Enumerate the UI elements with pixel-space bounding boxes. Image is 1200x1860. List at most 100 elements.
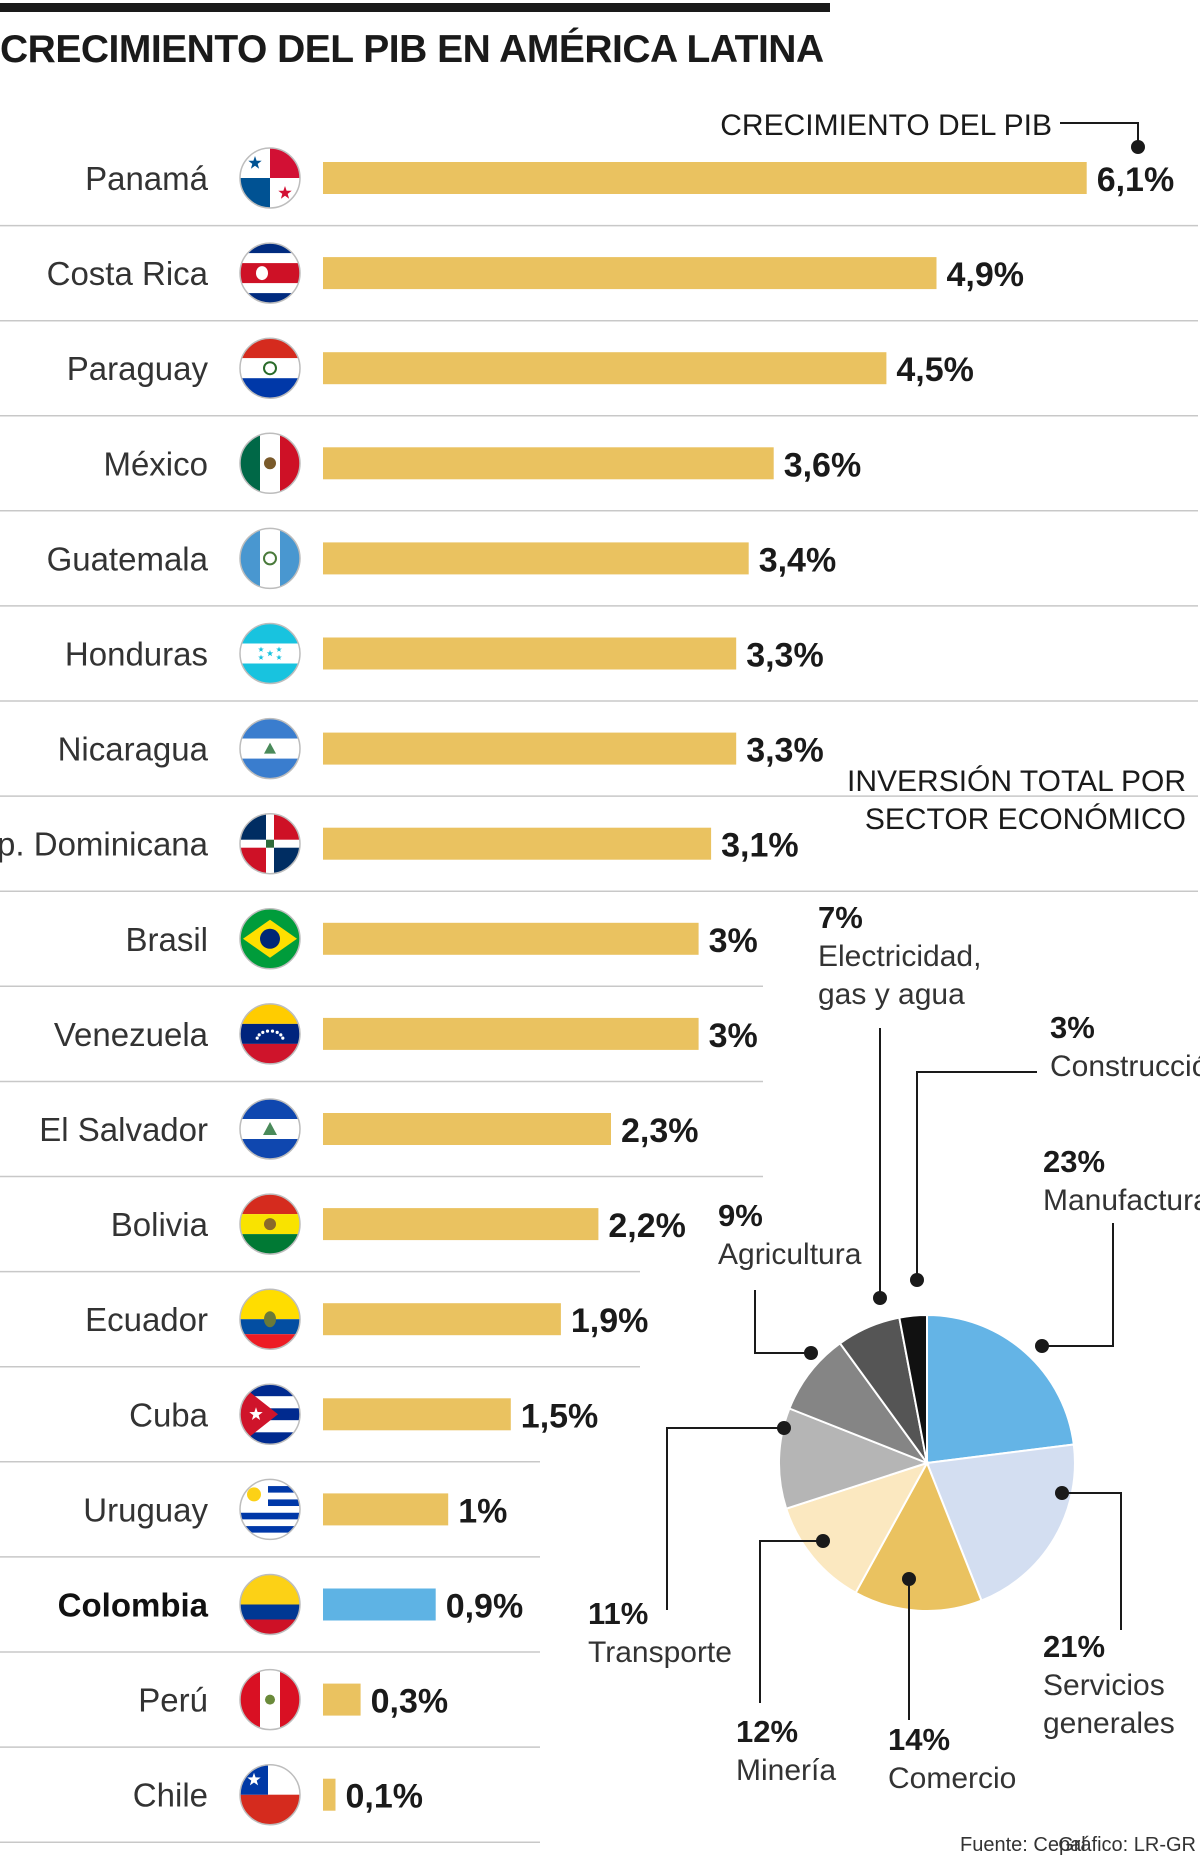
bar-row: Bolivia 2,2% <box>111 1193 686 1255</box>
legend-leader <box>1060 122 1139 143</box>
pie-title-line-1: INVERSIÓN TOTAL POR <box>847 765 1186 798</box>
country-label: Honduras <box>65 636 208 673</box>
bar-row: Uruguay 1% <box>83 1478 507 1541</box>
country-label: Guatemala <box>47 540 209 577</box>
leader-dot <box>777 1421 791 1435</box>
brazil-flag-icon <box>239 908 301 970</box>
bar <box>323 1398 511 1431</box>
bar-row: Chile 0,1% <box>133 1763 423 1826</box>
value-label: 2,3% <box>621 1112 699 1150</box>
bar <box>323 1683 361 1716</box>
slice-percent: 11% <box>588 1596 648 1631</box>
leader-line <box>1062 1492 1122 1630</box>
legend-label: CRECIMIENTO DEL PIB <box>720 109 1052 142</box>
uruguay-flag-icon <box>239 1478 301 1541</box>
country-label: Panamá <box>85 160 209 197</box>
bar-row: Guatemala 3,4% <box>47 527 837 590</box>
el-salvador-flag-icon <box>239 1098 301 1160</box>
country-label: Chile <box>133 1777 208 1814</box>
gdp-bar-chart: CRECIMIENTO DEL PIB Panamá 6,1% Costa Rica… <box>0 109 1198 1843</box>
slice-percent: 3% <box>1050 1010 1095 1045</box>
pie-slice <box>926 1313 1075 1465</box>
slice-label: Agricultura <box>718 1238 862 1271</box>
value-label: 3,4% <box>759 541 837 579</box>
slice-label: Minería <box>736 1754 836 1787</box>
slice-percent: 7% <box>818 900 863 935</box>
leader-line <box>666 1427 784 1610</box>
leader-line <box>754 1290 811 1354</box>
bar-row: México 3,6% <box>103 432 861 495</box>
pie-slice <box>777 1407 930 1510</box>
peru-flag-icon <box>239 1668 301 1731</box>
value-label: 4,5% <box>896 351 974 389</box>
slice-label: Comercio <box>888 1762 1016 1795</box>
country-label: Cuba <box>129 1396 209 1433</box>
leader-dot <box>873 1291 887 1305</box>
leader-line <box>1042 1223 1114 1347</box>
chile-flag-icon <box>239 1763 301 1826</box>
leader-dot <box>910 1273 924 1287</box>
source-text: Fuente: Cepal <box>960 1834 1086 1856</box>
pie-slice <box>925 1443 1076 1602</box>
cuba-flag-icon <box>239 1383 301 1446</box>
pie-title-line-2: SECTOR ECONÓMICO <box>865 803 1186 836</box>
pie-label-group: 7% Electricidad, gas y agua <box>818 900 981 1305</box>
bar-row: Colombia 0,9% <box>58 1573 523 1636</box>
value-label: 3,3% <box>746 732 824 770</box>
pie-slice <box>784 1461 930 1595</box>
honduras-flag-icon <box>239 622 301 685</box>
credit-text: Gráfico: LR-GR <box>1058 1834 1196 1856</box>
slice-percent: 23% <box>1043 1144 1105 1179</box>
bar <box>323 1303 561 1336</box>
pie-label-group: 23% Manufactura <box>1035 1144 1200 1353</box>
mexico-flag-icon <box>239 432 301 495</box>
bar <box>323 1208 599 1241</box>
venezuela-flag-icon <box>239 1003 301 1065</box>
bar <box>323 447 774 480</box>
bar-row: Venezuela 3% <box>54 1003 758 1065</box>
bar-row: Honduras 3,3% <box>65 622 824 685</box>
pie-slice <box>898 1313 928 1464</box>
country-label: El Salvador <box>39 1111 208 1148</box>
pie-label-group: 11% Transporte <box>588 1421 791 1669</box>
country-label: Venezuela <box>54 1016 209 1053</box>
bolivia-flag-icon <box>239 1193 301 1255</box>
pie-slice <box>788 1341 930 1466</box>
pie-label-group: 3% Construcción <box>910 1010 1200 1287</box>
dominican-republic-flag-icon <box>239 812 301 875</box>
value-label: 6,1% <box>1097 161 1175 199</box>
bar-row: Cuba 1,5% <box>129 1383 599 1446</box>
value-label: 3,3% <box>746 637 824 675</box>
bar-row: Brasil 3% <box>125 908 758 970</box>
costa-rica-flag-icon <box>239 242 301 304</box>
value-label: 4,9% <box>947 256 1025 294</box>
bar <box>323 922 699 955</box>
leader-line <box>759 1540 823 1703</box>
country-label: Costa Rica <box>47 255 209 292</box>
leader-dot <box>1055 1486 1069 1500</box>
country-label: Ecuador <box>85 1301 208 1338</box>
bar-row: Nicaragua 3,3% <box>58 717 824 780</box>
legend-marker <box>1131 140 1145 154</box>
nicaragua-flag-icon <box>239 717 301 780</box>
value-label: 0,3% <box>371 1683 449 1721</box>
bar-row: Panamá 6,1% <box>85 147 1175 209</box>
country-label: Colombia <box>58 1587 209 1624</box>
leader-dot <box>816 1534 830 1548</box>
top-rule <box>0 3 830 12</box>
value-label: 3% <box>709 1017 758 1055</box>
country-label: Nicaragua <box>58 731 209 768</box>
bar-row: Paraguay 4,5% <box>67 337 974 399</box>
page-title: CRECIMIENTO DEL PIB EN AMÉRICA LATINA <box>0 28 824 71</box>
slice-label: Manufactura <box>1043 1184 1200 1217</box>
pie-slice <box>854 1460 983 1612</box>
value-label: 3,1% <box>721 827 799 865</box>
bar <box>323 637 737 670</box>
bar <box>323 1017 699 1050</box>
value-label: 1,9% <box>571 1302 649 1340</box>
pie-label-group: 21% Servicios generales <box>1043 1486 1175 1740</box>
bar <box>323 827 712 860</box>
value-label: 1,5% <box>521 1397 599 1435</box>
country-label: Paraguay <box>67 350 209 387</box>
